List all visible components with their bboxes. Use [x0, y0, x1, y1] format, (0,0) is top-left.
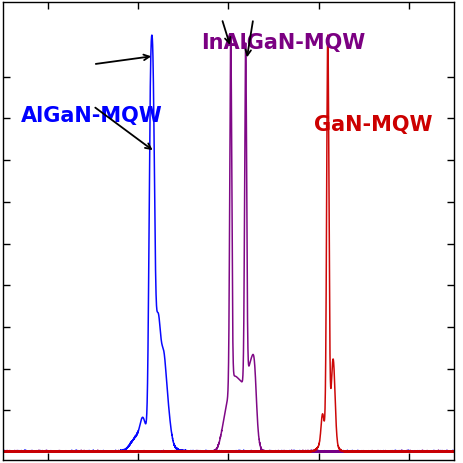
Text: AlGaN-MQW: AlGaN-MQW [21, 106, 162, 125]
Text: InAlGaN-MQW: InAlGaN-MQW [201, 32, 365, 52]
Text: GaN-MQW: GaN-MQW [313, 115, 432, 135]
